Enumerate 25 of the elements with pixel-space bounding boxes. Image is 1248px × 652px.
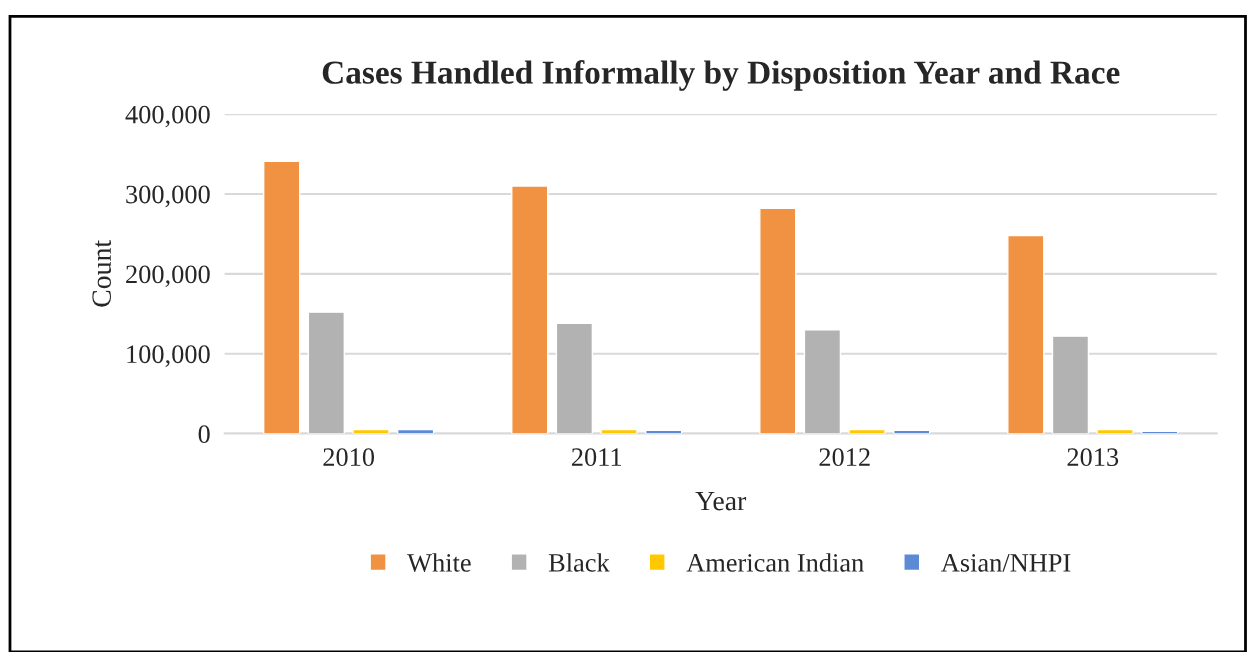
y-tick-label: 300,000 (126, 185, 210, 208)
y-tick-label: 100,000 (127, 345, 210, 367)
chart-title: Cases Handled Informally by Disposition Year and Race (322, 60, 1120, 91)
legend-label: American Indian (686, 553, 864, 572)
y-axis-title: Count (92, 240, 112, 307)
x-tick-label: 2012 (819, 448, 870, 467)
x-tick-label: 2010 (323, 448, 375, 467)
bar (1007, 234, 1045, 434)
y-tick-label: 0 (198, 425, 210, 443)
legend-label: White (407, 553, 471, 572)
bar (803, 329, 842, 434)
bar (1051, 335, 1090, 434)
x-axis-title: Year (695, 491, 747, 511)
y-tick-label: 400,000 (125, 105, 210, 128)
bar (759, 207, 797, 434)
legend-label: Black (548, 553, 610, 572)
x-tick-label: 2011 (571, 448, 622, 467)
legend-label: Asian/NHPI (941, 554, 1071, 572)
x-tick-label: 2013 (1067, 448, 1119, 467)
y-tick-label: 200,000 (126, 265, 210, 288)
bar (555, 322, 594, 434)
bar (1141, 430, 1179, 434)
bar (511, 185, 549, 434)
bar (263, 160, 301, 434)
bar (307, 311, 346, 434)
